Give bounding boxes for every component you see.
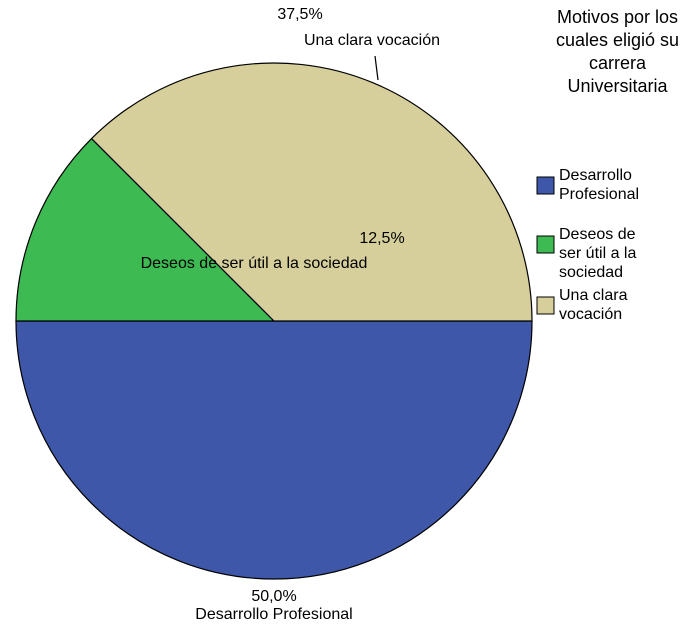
legend-item: Una clara vocación — [559, 287, 628, 323]
legend-title: Motivos por los cuales eligió su carrera… — [555, 7, 680, 96]
legend-title-box: Motivos por los cuales eligió su carrera… — [555, 7, 680, 96]
legend-label: Desarrollo Profesional — [559, 167, 640, 203]
pie-slice — [15, 320, 533, 580]
slice-label: Una clara vocación — [304, 32, 440, 49]
value-label: 12,5% — [359, 230, 404, 247]
pie-slice — [90, 62, 533, 322]
value-label: 37,5% — [277, 6, 322, 23]
value-label: 50,0% — [251, 588, 296, 605]
legend-item: Deseos de ser útil a la sociedad — [559, 226, 637, 281]
legend-label: Deseos de ser útil a la sociedad — [559, 226, 637, 281]
legend-swatch — [536, 296, 555, 315]
slice-label: Desarrollo Profesional — [195, 606, 352, 623]
legend-item: Desarrollo Profesional — [559, 167, 640, 203]
pie-slice — [15, 137, 276, 322]
leader-line — [374, 55, 379, 81]
legend-swatch — [536, 176, 555, 195]
legend-label: Una clara vocación — [559, 287, 628, 323]
slice-label: Deseos de ser útil a la sociedad — [141, 255, 368, 272]
legend-swatch — [536, 235, 555, 254]
